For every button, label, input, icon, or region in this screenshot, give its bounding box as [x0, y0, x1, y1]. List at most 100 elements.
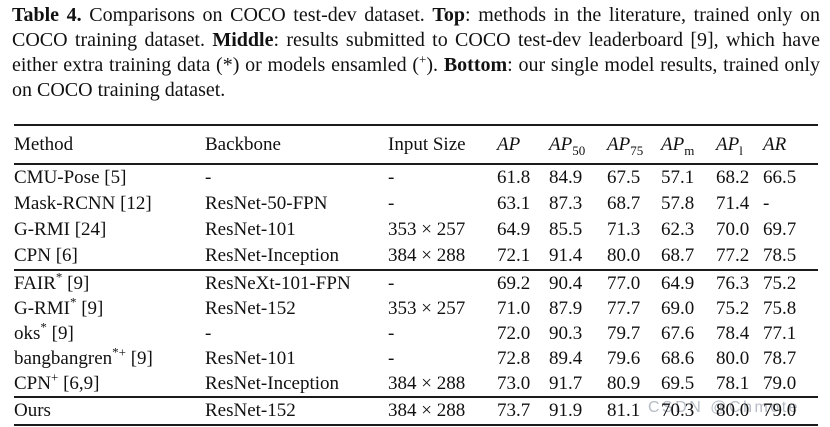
backbone-cell: - — [205, 167, 212, 188]
metric-cell-ap50: 87.9 — [549, 297, 583, 319]
method-cell: oks* [9] — [14, 319, 74, 344]
input-size-cell: - — [388, 193, 395, 214]
metric-cell-ar: 78.5 — [763, 245, 797, 266]
column-header-method: Method — [14, 125, 205, 165]
metric-cell-apm: 68.6 — [661, 347, 695, 369]
metric-cell-ap: 72.0 — [497, 322, 531, 344]
caption-segment: + — [419, 51, 427, 67]
metric-cell-apl: 80.0 — [716, 347, 750, 369]
table-section-top: CMU-Pose [5] - - 61.8 84.9 67.5 57.1 68.2 66.5 Ma… — [14, 164, 818, 270]
metric-cell-apm: 68.7 — [661, 245, 695, 266]
table-row: G-RMI* [9] ResNet-152 353 × 257 71.0 87.9 77.… — [14, 295, 818, 321]
method-cell: CPN+ [6,9] — [14, 369, 100, 394]
metric-cell-apl: 78.1 — [716, 372, 750, 394]
metric-cell-ap50: 85.5 — [549, 219, 583, 240]
metric-cell-ap75: 77.7 — [607, 297, 641, 319]
metric-cell-ap75: 77.0 — [607, 269, 661, 296]
column-header-ap75: AP75 — [607, 125, 661, 165]
metric-cell-apl: 76.3 — [716, 269, 763, 296]
metric-cell-apl: 75.2 — [716, 297, 750, 319]
method-cell: CPN [6] — [14, 245, 78, 266]
metric-cell-ar: 75.8 — [763, 297, 797, 319]
method-superscript: * — [40, 319, 47, 335]
metric-cell-ap75: 81.1 — [607, 396, 661, 425]
metric-cell-ap75: 68.7 — [607, 193, 641, 214]
metric-cell-apm: 69.5 — [661, 372, 695, 394]
caption-segment: : our single model results, trained only… — [12, 54, 820, 101]
metric-cell-ap50: 91.4 — [549, 245, 583, 266]
metric-cell-apm: 69.0 — [661, 297, 695, 319]
method-cell: FAIR* [9] — [14, 269, 205, 296]
metric-cell-ap75: 80.0 — [607, 245, 641, 266]
metric-cell-ap50: 84.9 — [549, 167, 583, 188]
column-header-input: Input Size — [388, 125, 497, 165]
column-header-backbone: Backbone — [205, 125, 388, 165]
method-cell: bangbangren*+ [9] — [14, 344, 153, 369]
column-header-subscript: l — [739, 142, 743, 158]
metric-cell-ap: 63.1 — [497, 193, 531, 214]
header-row: Method Backbone Input Size AP AP50 AP75 APm APl… — [14, 125, 818, 165]
metric-cell-ap: 64.9 — [497, 219, 531, 240]
caption-segment: Comparisons on COCO test-dev dataset. — [81, 4, 433, 26]
metric-cell-ap50: 90.4 — [549, 269, 607, 296]
metric-cell-ap50: 87.3 — [549, 193, 583, 214]
backbone-cell: ResNet-Inception — [205, 245, 340, 266]
metric-cell-ar: 79.0 — [763, 372, 797, 394]
caption-segment: : results submitted to COCO test-dev lea… — [12, 29, 820, 76]
input-size-cell: - — [388, 167, 395, 188]
table-row: CPN [6] ResNet-Inception 384 × 288 72.1 91.4… — [14, 243, 818, 270]
backbone-cell: ResNet-Inception — [205, 372, 340, 394]
metric-cell-apl: 78.4 — [716, 322, 750, 344]
table-section-middle: FAIR* [9] ResNeXt-101-FPN - 69.2 90.4 77.0 64.… — [14, 269, 818, 397]
metric-cell-ap50: 91.9 — [549, 396, 607, 425]
method-superscript: + — [50, 369, 59, 385]
input-size-cell: 384 × 288 — [388, 396, 497, 425]
input-size-cell: 353 × 257 — [388, 219, 466, 240]
table-row: Mask-RCNN [12] ResNet-50-FPN - 63.1 87.3 68.7… — [14, 191, 818, 217]
metric-cell-apm: 70.3 — [661, 396, 716, 425]
metric-cell-ar: 75.2 — [763, 269, 818, 296]
caption-segment: : methods in the literature, trained onl… — [12, 4, 820, 51]
backbone-cell: ResNeXt-101-FPN — [205, 269, 388, 296]
metric-cell-ar: 78.7 — [763, 347, 797, 369]
metric-cell-ar: - — [763, 193, 770, 214]
metric-cell-ar: 66.5 — [763, 167, 797, 188]
metric-cell-ar: 69.7 — [763, 219, 797, 240]
metric-cell-apl: 68.2 — [716, 167, 750, 188]
metric-cell-ap: 71.0 — [497, 297, 531, 319]
column-header-ar: AR — [763, 125, 818, 165]
metric-cell-ap75: 79.7 — [607, 322, 641, 344]
table-header: Method Backbone Input Size AP AP50 AP75 APm APl… — [14, 125, 818, 165]
method-cell: Ours — [14, 396, 205, 425]
table-row: bangbangren*+ [9] ResNet-101 - 72.8 89.4 79.6… — [14, 344, 818, 371]
metric-cell-apl: 70.0 — [716, 219, 750, 240]
metric-cell-ap: 72.1 — [497, 245, 531, 266]
table-row: oks* [9] - - 72.0 90.3 79.7 67.6 78.4 77.1 — [14, 319, 818, 346]
table-row: CPN+ [6,9] ResNet-Inception 384 × 288 73.0 9… — [14, 369, 818, 397]
column-header-subscript: 75 — [630, 142, 644, 158]
input-size-cell: - — [388, 322, 395, 344]
metric-cell-ap: 73.7 — [497, 396, 549, 425]
caption-segment: Table 4. — [12, 4, 82, 26]
metric-cell-apm: 57.8 — [661, 193, 695, 214]
caption-segment: Bottom — [443, 54, 508, 76]
metric-cell-ap: 72.8 — [497, 347, 531, 369]
backbone-cell: ResNet-101 — [205, 347, 296, 369]
metric-cell-apm: 57.1 — [661, 167, 695, 188]
metric-cell-apm: 64.9 — [661, 269, 716, 296]
backbone-cell: ResNet-50-FPN — [205, 193, 328, 214]
input-size-cell: 353 × 257 — [388, 297, 466, 319]
table-row: Ours ResNet-152 384 × 288 73.7 91.9 81.1 70.3 8… — [14, 396, 818, 425]
input-size-cell: - — [388, 347, 395, 369]
method-cell: G-RMI [24] — [14, 219, 107, 240]
method-superscript: * — [55, 269, 63, 285]
table-row: G-RMI [24] ResNet-101 353 × 257 64.9 85.5 71.… — [14, 217, 818, 243]
metric-cell-ap: 69.2 — [497, 269, 549, 296]
metric-cell-apm: 62.3 — [661, 219, 695, 240]
caption-segment: Middle — [212, 29, 274, 51]
column-header-ap50: AP50 — [549, 125, 607, 165]
results-table: Method Backbone Input Size AP AP50 AP75 APm APl… — [14, 124, 818, 426]
input-size-cell: 384 × 288 — [388, 245, 466, 266]
input-size-cell: 384 × 288 — [388, 372, 466, 394]
